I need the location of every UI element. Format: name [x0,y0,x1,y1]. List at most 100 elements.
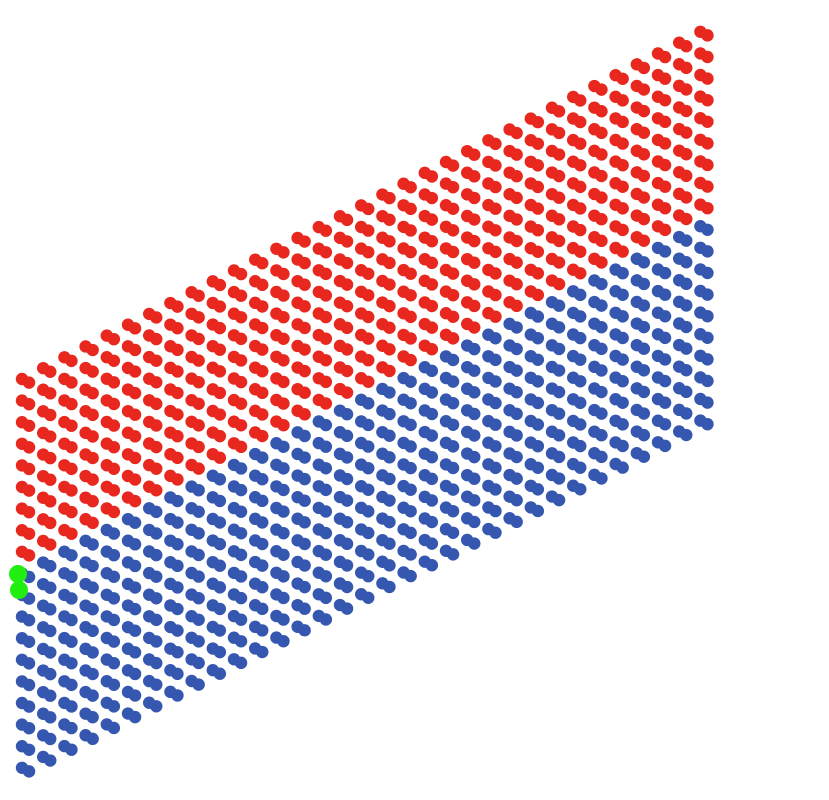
cell-dot [298,343,311,356]
cell-dot [340,386,354,399]
cell-dot [340,408,354,421]
cell-dot [446,375,460,388]
cell-dot [446,245,460,259]
cell-dot [234,570,248,583]
cell-dot [65,397,78,411]
cell-dot [44,559,57,573]
cell-dot [425,191,439,205]
cell-dot [637,126,651,139]
cell-dot [319,462,333,475]
cell-dot [552,342,566,356]
cell-dot [107,462,121,475]
cell-dot [510,515,523,529]
cell-dot [383,278,396,291]
cell-dot [637,364,651,377]
cell-dot [383,559,396,572]
cell-dot [637,256,651,269]
cell-dot [552,213,566,226]
cell-dot [680,277,693,291]
cell-dot [277,570,290,583]
cell-dot [468,494,481,507]
cell-dot [107,656,121,670]
cell-dot [256,494,269,508]
cell-dot [637,61,651,75]
cell-dot [128,430,142,443]
cell-dot [701,374,714,388]
cell-dot [637,104,651,118]
cell-dot [340,256,354,270]
cell-dot [22,613,36,627]
cell-dot [425,235,439,248]
cell-dot [192,419,205,432]
cell-dot [298,580,311,594]
cell-dot [86,365,99,378]
cell-dot [383,386,396,399]
cell-dot [150,592,163,605]
cell-dot [340,343,354,356]
cell-dot [107,678,121,691]
cell-dot [319,289,333,302]
cell-dot [44,538,57,551]
cell-dot [340,235,354,248]
cell-dot [65,419,78,432]
cell-dot [319,440,333,453]
cell-dot [128,451,142,465]
cell-dot [86,451,99,465]
cell-dot [86,495,99,508]
cell-dot [362,548,375,561]
cell-dot [510,429,523,442]
cell-dot [425,170,439,183]
cell-dot [340,580,354,594]
cell-dot [150,397,163,411]
cell-dot [383,580,396,594]
cell-dot [256,257,269,270]
cell-dot [425,343,439,356]
cell-dot [701,115,714,128]
cell-dot [340,213,354,227]
cell-dot [319,310,333,324]
cell-dot [107,613,121,627]
cell-dot [468,515,481,529]
cell-dot [192,505,205,518]
cell-dot [22,505,36,519]
cell-dot [510,170,523,183]
cell-dot [531,504,545,518]
cell-dot [680,385,693,399]
cell-dot [425,451,439,464]
cell-dot [701,158,714,172]
cell-dot [277,418,290,432]
cell-dot [531,483,545,496]
cell-dot [340,321,354,335]
cell-dot [616,331,629,345]
cell-dot [171,494,184,508]
cell-dot [552,472,566,485]
cell-dot [489,418,502,431]
cell-dot [658,94,672,107]
cell-dot [383,299,396,313]
cell-dot [446,353,460,367]
cell-dot [658,374,672,388]
cell-dot [213,386,227,400]
cell-dot [65,484,78,497]
cell-dot [362,310,375,324]
cell-dot [86,559,99,573]
cell-dot [425,299,439,313]
cell-dot [340,451,354,464]
cell-dot [425,407,439,421]
cell-dot [128,322,142,335]
cell-dot [298,451,311,464]
cell-dot [150,548,163,562]
cell-dot [128,602,142,616]
cell-dot [298,386,311,399]
cell-dot [362,202,375,216]
cell-dot [22,678,36,692]
cell-dot [319,354,333,367]
cell-dot [256,473,269,486]
cell-dot [44,667,57,681]
cell-dot [150,484,163,497]
cell-dot [44,408,57,422]
cell-dot [531,439,545,453]
cell-dot [340,300,354,313]
cell-dot [362,418,375,432]
cell-dot [383,494,396,507]
